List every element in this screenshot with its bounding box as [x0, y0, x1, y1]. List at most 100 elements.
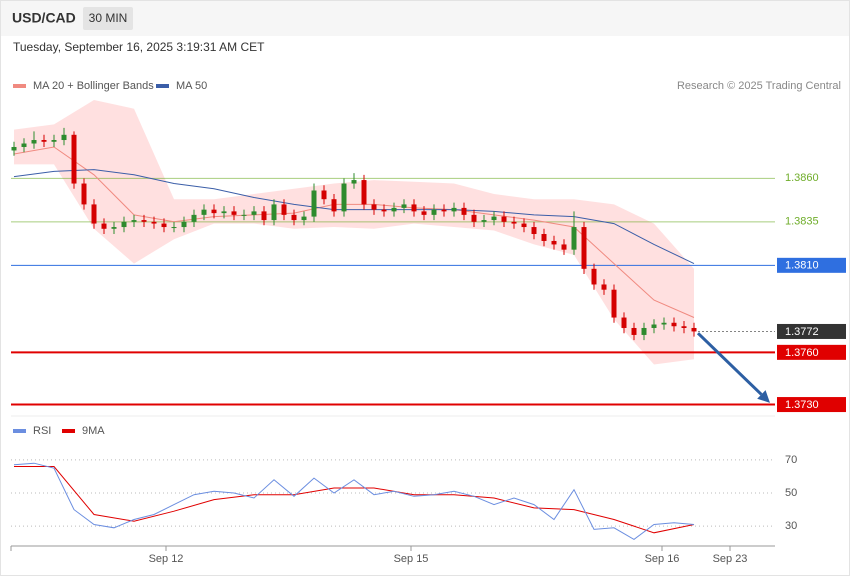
- timeframe-badge: [83, 7, 133, 30]
- x-tick-label: Sep 23: [713, 553, 748, 565]
- candle-body: [671, 322, 677, 327]
- forecast-arrow: [696, 332, 763, 396]
- y-tick-label: 30: [785, 520, 797, 532]
- candle-body: [231, 211, 237, 215]
- candle-body: [151, 221, 157, 224]
- candle-body: [541, 234, 547, 241]
- candle-body: [121, 221, 127, 228]
- candle-body: [421, 211, 427, 215]
- candle-body: [571, 227, 577, 250]
- candle-body: [361, 180, 367, 205]
- candle-body: [441, 209, 447, 212]
- candle-body: [11, 146, 17, 151]
- candle-body: [101, 223, 107, 229]
- candle-body: [311, 190, 317, 217]
- ma-line: [13, 146, 695, 318]
- candle-body: [351, 180, 357, 184]
- legend-swatch: [156, 84, 169, 88]
- level-box: [777, 397, 846, 413]
- candle-body: [451, 207, 457, 212]
- legend-label: RSI: [33, 425, 51, 437]
- candle-body: [341, 183, 347, 212]
- candle-body: [461, 207, 467, 215]
- level-box: [777, 257, 846, 273]
- candle-body: [321, 190, 327, 200]
- x-tick-label: Sep 15: [394, 553, 429, 565]
- legend-label: MA 20 + Bollinger Bands: [33, 80, 154, 92]
- candle-body: [261, 211, 267, 221]
- candle-body: [51, 140, 57, 142]
- indicator-line: [14, 466, 695, 534]
- legend-swatch: [13, 84, 26, 88]
- candle-body: [211, 209, 217, 214]
- candle-body: [581, 227, 587, 269]
- legend-swatch: [13, 429, 26, 433]
- candle-body: [281, 204, 287, 215]
- candle-body: [291, 214, 297, 221]
- candle-body: [301, 216, 307, 221]
- candle-body: [561, 244, 567, 250]
- level-label: 1.3760: [785, 347, 819, 359]
- candle-body: [141, 220, 147, 222]
- header-bar: [1, 1, 849, 36]
- candle-body: [431, 209, 437, 215]
- candle-body: [181, 221, 187, 228]
- candle-body: [641, 327, 647, 335]
- y-tick-label: 70: [785, 454, 797, 466]
- candle-body: [131, 220, 137, 222]
- credit: Research © 2025 Trading Central: [677, 80, 841, 92]
- level-label: 1.3730: [785, 399, 819, 411]
- candle-body: [611, 289, 617, 318]
- candle-body: [331, 199, 337, 212]
- x-tick-label: Sep 12: [149, 553, 184, 565]
- candle-body: [511, 221, 517, 224]
- candle-body: [601, 284, 607, 290]
- legend-label: 9MA: [82, 425, 105, 437]
- candle-body: [371, 204, 377, 210]
- candle-body: [241, 214, 247, 216]
- candle-body: [621, 317, 627, 328]
- candle-body: [71, 134, 77, 184]
- candle-body: [531, 227, 537, 235]
- candle-body: [411, 204, 417, 212]
- candle-body: [651, 324, 657, 328]
- candle-body: [111, 227, 117, 229]
- candle-body: [191, 214, 197, 222]
- candle-body: [501, 216, 507, 222]
- candle-body: [171, 227, 177, 229]
- candle-body: [31, 140, 37, 144]
- bollinger-band: [14, 100, 694, 365]
- candle-body: [61, 134, 67, 141]
- candle-body: [521, 223, 527, 228]
- candle-body: [661, 322, 667, 325]
- level-label: 1.3835: [785, 216, 819, 228]
- legend-swatch: [62, 429, 75, 433]
- candle-body: [91, 204, 97, 224]
- candle-body: [271, 204, 277, 221]
- ma-line: [13, 169, 695, 265]
- candle-body: [221, 211, 227, 214]
- level-label: 1.3810: [785, 260, 819, 272]
- candle-body: [21, 143, 27, 147]
- indicator-line: [13, 462, 695, 540]
- candle-body: [381, 209, 387, 212]
- timeframe: 30 MIN: [89, 11, 128, 25]
- x-tick-label: Sep 16: [645, 553, 680, 565]
- candle-body: [631, 327, 637, 335]
- level-label: 1.3772: [785, 326, 819, 338]
- candle-body: [691, 327, 697, 332]
- y-tick-label: 50: [785, 487, 797, 499]
- candle-body: [591, 268, 597, 285]
- candle-body: [471, 214, 477, 222]
- candle-body: [201, 209, 207, 215]
- candle-body: [491, 216, 497, 221]
- candle-body: [681, 326, 687, 328]
- candle-body: [81, 183, 87, 205]
- candle-body: [551, 240, 557, 245]
- candle-body: [401, 204, 407, 208]
- legend-label: MA 50: [176, 80, 207, 92]
- candle-body: [481, 220, 487, 222]
